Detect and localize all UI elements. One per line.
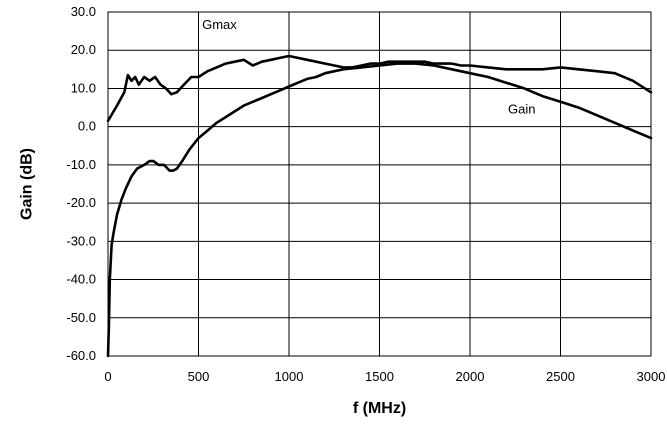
x-axis-title: f (MHz) xyxy=(353,400,406,417)
series-annotation-gmax: Gmax xyxy=(202,17,237,32)
x-tick-label: 2000 xyxy=(456,369,485,384)
series-annotation-gain: Gain xyxy=(508,101,535,116)
y-tick-label: 10.0 xyxy=(71,80,96,95)
y-tick-label: -60.0 xyxy=(66,348,96,363)
x-tick-label: 3000 xyxy=(637,369,666,384)
y-tick-labels: 30.0 20.0 10.0 0.0 -10.0 -20.0 -30.0 -40.0 -50.0… xyxy=(66,4,96,363)
series-annotations: Gmax Gain xyxy=(202,17,535,116)
x-tick-label: 2500 xyxy=(546,369,575,384)
y-tick-label: -50.0 xyxy=(66,310,96,325)
y-tick-label: -10.0 xyxy=(66,157,96,172)
x-tick-label: 1500 xyxy=(365,369,394,384)
y-tick-label: -20.0 xyxy=(66,195,96,210)
series-line-gain xyxy=(106,62,653,358)
y-tick-label: 0.0 xyxy=(78,119,96,134)
x-tick-label: 0 xyxy=(104,369,111,384)
x-tick-label: 500 xyxy=(188,369,210,384)
y-tick-label: -30.0 xyxy=(66,233,96,248)
y-tick-label: -40.0 xyxy=(66,272,96,287)
y-axis-title: Gain (dB) xyxy=(19,148,36,220)
y-tick-label: 20.0 xyxy=(71,42,96,57)
series-line-gmax xyxy=(106,54,653,123)
x-tick-label: 1000 xyxy=(275,369,304,384)
plot-area xyxy=(107,11,652,357)
series-layer xyxy=(106,54,653,358)
y-tick-label: 30.0 xyxy=(71,4,96,19)
x-tick-labels: 0 500 1000 1500 2000 2500 3000 xyxy=(104,369,665,384)
